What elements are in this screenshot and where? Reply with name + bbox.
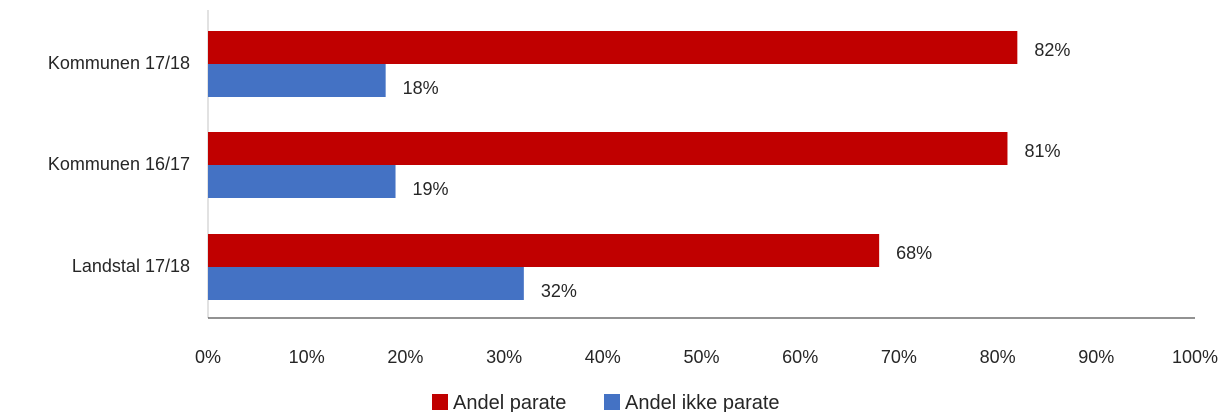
legend: Andel parate Andel ikke parate [432, 392, 780, 414]
bar-andel-parate [208, 234, 880, 267]
legend-label: Andel parate [453, 392, 566, 412]
x-tick-label: 70% [881, 347, 917, 367]
category-label: Kommunen 17/18 [48, 53, 190, 73]
legend-label: Andel ikke parate [625, 392, 780, 412]
data-label: 19% [413, 179, 449, 199]
x-tick-label: 60% [782, 347, 818, 367]
legend-swatch [432, 394, 448, 410]
bar-andel-parate [208, 31, 1018, 64]
bar-andel-ikke-parate [208, 165, 396, 198]
x-tick-label: 50% [683, 347, 719, 367]
bar-andel-ikke-parate [208, 267, 524, 300]
data-label: 82% [1034, 40, 1070, 60]
legend-item-andel-ikke-parate: Andel ikke parate [604, 392, 780, 414]
category-label: Kommunen 16/17 [48, 154, 190, 174]
x-tick-label: 0% [195, 347, 221, 367]
x-tick-label: 30% [486, 347, 522, 367]
data-label: 68% [896, 243, 932, 263]
legend-swatch [604, 394, 620, 410]
data-label: 32% [541, 281, 577, 301]
x-tick-label: 40% [585, 347, 621, 367]
category-label: Landstal 17/18 [72, 256, 190, 276]
x-tick-label: 20% [387, 347, 423, 367]
x-tick-label: 10% [289, 347, 325, 367]
x-tick-label: 90% [1078, 347, 1114, 367]
bar-andel-parate [208, 132, 1008, 165]
data-label: 18% [403, 78, 439, 98]
x-tick-label: 100% [1172, 347, 1218, 367]
data-label: 81% [1024, 141, 1060, 161]
x-tick-label: 80% [980, 347, 1016, 367]
bar-andel-ikke-parate [208, 64, 386, 97]
legend-item-andel-parate: Andel parate [432, 392, 566, 414]
